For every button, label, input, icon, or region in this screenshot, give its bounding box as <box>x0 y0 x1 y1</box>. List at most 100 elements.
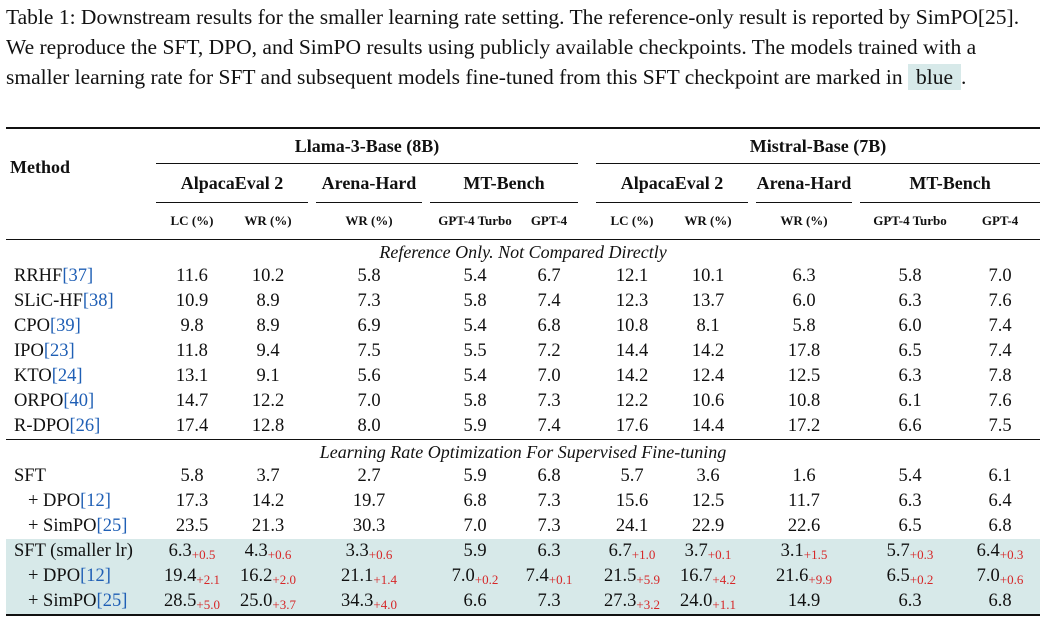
metric-value: 21.6 <box>776 566 809 586</box>
method-name: ORPO <box>14 391 64 411</box>
citation-link[interactable]: [12] <box>80 566 111 586</box>
metric-value: 28.5 <box>164 591 197 611</box>
value-cell: 6.9 <box>316 314 422 339</box>
spacer-cell <box>852 314 860 339</box>
method-cell: + DPO[12] <box>6 489 156 514</box>
value-cell: 5.8 <box>430 389 520 414</box>
metric-value: 6.3 <box>898 591 922 611</box>
value-cell: 17.4 <box>156 414 228 440</box>
metric-value: 6.8 <box>988 516 1012 536</box>
delta-value: +0.6 <box>267 547 292 562</box>
value-cell: 6.3 <box>860 289 960 314</box>
metric-value: 14.2 <box>615 366 649 386</box>
metric-value: 8.1 <box>696 316 720 336</box>
metric-value: 3.6 <box>696 466 720 486</box>
spacer-cell <box>422 464 430 489</box>
citation-link[interactable]: [37] <box>62 266 94 286</box>
spacer-cell <box>578 564 596 589</box>
delta-value: +3.2 <box>636 597 660 612</box>
value-cell: 5.8 <box>156 464 228 489</box>
metric-value: 11.7 <box>788 491 820 511</box>
metric-value: 6.7 <box>608 541 632 561</box>
section-lr-optimization: Learning Rate Optimization For Supervise… <box>6 439 1041 464</box>
spacer-cell <box>578 339 596 364</box>
value-cell: 12.4 <box>668 364 748 389</box>
metric-value: 7.5 <box>357 341 381 361</box>
metric-value: 7.4 <box>537 416 561 436</box>
value-cell: 12.5 <box>668 489 748 514</box>
value-cell: 7.5 <box>316 339 422 364</box>
value-cell: 10.8 <box>756 389 852 414</box>
citation-link[interactable]: [25] <box>96 516 128 536</box>
spacer-cell <box>308 389 316 414</box>
value-cell: 6.5 <box>860 514 960 539</box>
spacer-cell <box>748 539 756 564</box>
metric-value: 3.3 <box>345 541 369 561</box>
value-cell: 5.4 <box>430 264 520 289</box>
delta-value: +0.3 <box>909 547 934 562</box>
value-cell: 15.6 <box>596 489 668 514</box>
metric-value: 7.0 <box>988 266 1012 286</box>
metric-value: 5.8 <box>180 466 204 486</box>
spacer-cell <box>422 564 430 589</box>
value-cell: 16.7+4.2 <box>668 564 748 589</box>
metric-value: 3.7 <box>256 466 280 486</box>
delta-value: +1.5 <box>803 547 828 562</box>
spacer-cell <box>852 539 860 564</box>
spacer-cell <box>578 389 596 414</box>
citation-link[interactable]: [25] <box>96 591 128 611</box>
caption-period: . <box>961 65 967 89</box>
citation-link[interactable]: [40] <box>63 391 95 411</box>
metric-value: 5.7 <box>620 466 644 486</box>
metric-value: 7.0 <box>976 566 1000 586</box>
delta-value: +5.0 <box>196 597 220 612</box>
delta-value: +0.2 <box>909 572 934 587</box>
method-cell: + SimPO[25] <box>6 589 156 616</box>
metric-value: 12.2 <box>251 391 285 411</box>
delta-value: +3.7 <box>272 597 296 612</box>
citation-link[interactable]: [12] <box>80 491 111 511</box>
method-cell: ORPO[40] <box>6 389 156 414</box>
method-name: + DPO <box>28 491 81 511</box>
value-cell: 30.3 <box>316 514 422 539</box>
spacer-cell <box>422 539 430 564</box>
value-cell: 7.4 <box>520 414 578 440</box>
citation-link[interactable]: [23] <box>43 341 75 361</box>
metric-value: 9.8 <box>180 316 204 336</box>
value-cell: 10.1 <box>668 264 748 289</box>
value-cell: 7.3 <box>520 589 578 616</box>
value-cell: 5.8 <box>316 264 422 289</box>
metric-value: 5.6 <box>357 366 381 386</box>
metric-value: 24.0 <box>680 591 713 611</box>
mistral-gpt4turbo-header: GPT-4 Turbo <box>873 213 947 228</box>
citation-link[interactable]: [39] <box>50 316 81 336</box>
value-cell: 3.7+0.1 <box>668 539 748 564</box>
value-cell: 28.5+5.0 <box>156 589 228 616</box>
spacer-cell <box>748 364 756 389</box>
value-cell: 2.7 <box>316 464 422 489</box>
metric-value: 12.5 <box>787 366 821 386</box>
value-cell: 14.2 <box>228 489 308 514</box>
value-cell: 13.7 <box>668 289 748 314</box>
value-cell: 24.0+1.1 <box>668 589 748 616</box>
table-row: RRHF[37] 11.6 10.2 5.8 5.4 6.7 12.1 10.1 6.3 5.8 7… <box>6 264 1040 289</box>
metric-value: 12.8 <box>251 416 285 436</box>
spacer-cell <box>308 539 316 564</box>
metric-value: 25.0 <box>240 591 273 611</box>
value-cell: 12.2 <box>596 389 668 414</box>
citation-link[interactable]: [24] <box>51 366 83 386</box>
metric-value: 10.1 <box>691 266 725 286</box>
value-cell: 6.3+0.5 <box>156 539 228 564</box>
mistral-alpaca-header: AlpacaEval 2 <box>596 163 748 203</box>
metric-value: 2.7 <box>357 466 381 486</box>
citation-link[interactable]: [38] <box>82 291 114 311</box>
table-row: R-DPO[26] 17.4 12.8 8.0 5.9 7.4 17.6 14.4 17.2 6.… <box>6 414 1040 440</box>
metric-value: 6.9 <box>357 316 381 336</box>
caption-text: Table 1: Downstream results for the smal… <box>6 5 1020 89</box>
citation-link[interactable]: [26] <box>69 416 101 436</box>
mistral-lc-header: LC (%) <box>610 213 654 228</box>
metric-value: 8.0 <box>357 416 381 436</box>
method-name: + SimPO <box>28 516 97 536</box>
table-row: KTO[24] 13.1 9.1 5.6 5.4 7.0 14.2 12.4 12.5 6.3 7.… <box>6 364 1040 389</box>
metric-value: 13.7 <box>691 291 725 311</box>
